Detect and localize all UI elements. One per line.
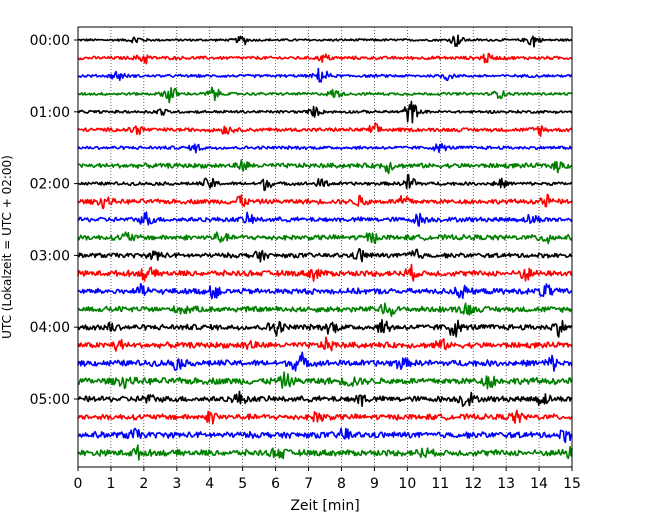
trace-0300 xyxy=(77,247,573,263)
trace-0530 xyxy=(77,427,573,444)
x-tick-label-10: 10 xyxy=(398,476,416,492)
trace-0015 xyxy=(77,52,573,65)
trace-0245 xyxy=(77,231,573,245)
y-axis-label: UTC (Lokalzeit = UTC + 02:00) xyxy=(0,155,14,339)
trace-0230 xyxy=(77,211,573,227)
y-tick-label-0300: 03:00 xyxy=(30,248,70,264)
y-tick-label-0000: 00:00 xyxy=(30,33,70,49)
x-tick-label-6: 6 xyxy=(271,476,280,492)
x-tick-label-14: 14 xyxy=(530,476,548,492)
trace-0500 xyxy=(77,390,573,408)
trace-0545 xyxy=(77,444,573,461)
trace-0445 xyxy=(77,371,573,390)
x-tick-label-4: 4 xyxy=(205,476,214,492)
y-tick-label-0500: 05:00 xyxy=(30,392,70,408)
trace-0045 xyxy=(77,86,573,104)
x-tick-label-1: 1 xyxy=(106,476,115,492)
trace-0000 xyxy=(77,34,573,48)
trace-0330 xyxy=(77,282,573,300)
trace-0515 xyxy=(77,409,573,425)
trace-0415 xyxy=(77,336,573,352)
x-tick-label-7: 7 xyxy=(304,476,313,492)
x-tick-label-3: 3 xyxy=(172,476,181,492)
x-tick-label-5: 5 xyxy=(238,476,247,492)
x-tick-label-8: 8 xyxy=(337,476,346,492)
y-tick-label-0200: 02:00 xyxy=(30,177,70,193)
trace-0430 xyxy=(77,351,573,372)
x-tick-label-9: 9 xyxy=(370,476,379,492)
trace-0030 xyxy=(77,67,573,83)
x-tick-label-2: 2 xyxy=(139,476,148,492)
trace-0100 xyxy=(77,100,573,124)
trace-0345 xyxy=(77,302,573,318)
trace-0200 xyxy=(77,173,573,192)
seismic-traces xyxy=(77,34,573,461)
x-tick-label-0: 0 xyxy=(74,476,83,492)
x-axis-ticks: 0 1 2 3 4 5 6 7 8 9 10 11 12 13 14 15 xyxy=(74,467,581,492)
x-axis-label: Zeit [min] xyxy=(290,498,359,514)
x-tick-label-11: 11 xyxy=(431,476,449,492)
x-tick-label-13: 13 xyxy=(497,476,515,492)
y-axis-ticks: 00:00 01:00 02:00 03:00 04:00 05:00 xyxy=(30,33,78,408)
y-tick-label-0400: 04:00 xyxy=(30,320,70,336)
trace-0215 xyxy=(77,193,573,210)
trace-0115 xyxy=(77,122,573,137)
trace-0145 xyxy=(77,159,573,175)
x-tick-label-15: 15 xyxy=(563,476,581,492)
vertical-gridlines xyxy=(110,27,540,467)
trace-0315 xyxy=(77,263,573,282)
plot-frame xyxy=(77,26,573,468)
trace-0130 xyxy=(77,142,573,154)
trace-0400 xyxy=(77,318,573,338)
y-tick-label-0100: 01:00 xyxy=(30,105,70,121)
x-tick-label-12: 12 xyxy=(464,476,482,492)
